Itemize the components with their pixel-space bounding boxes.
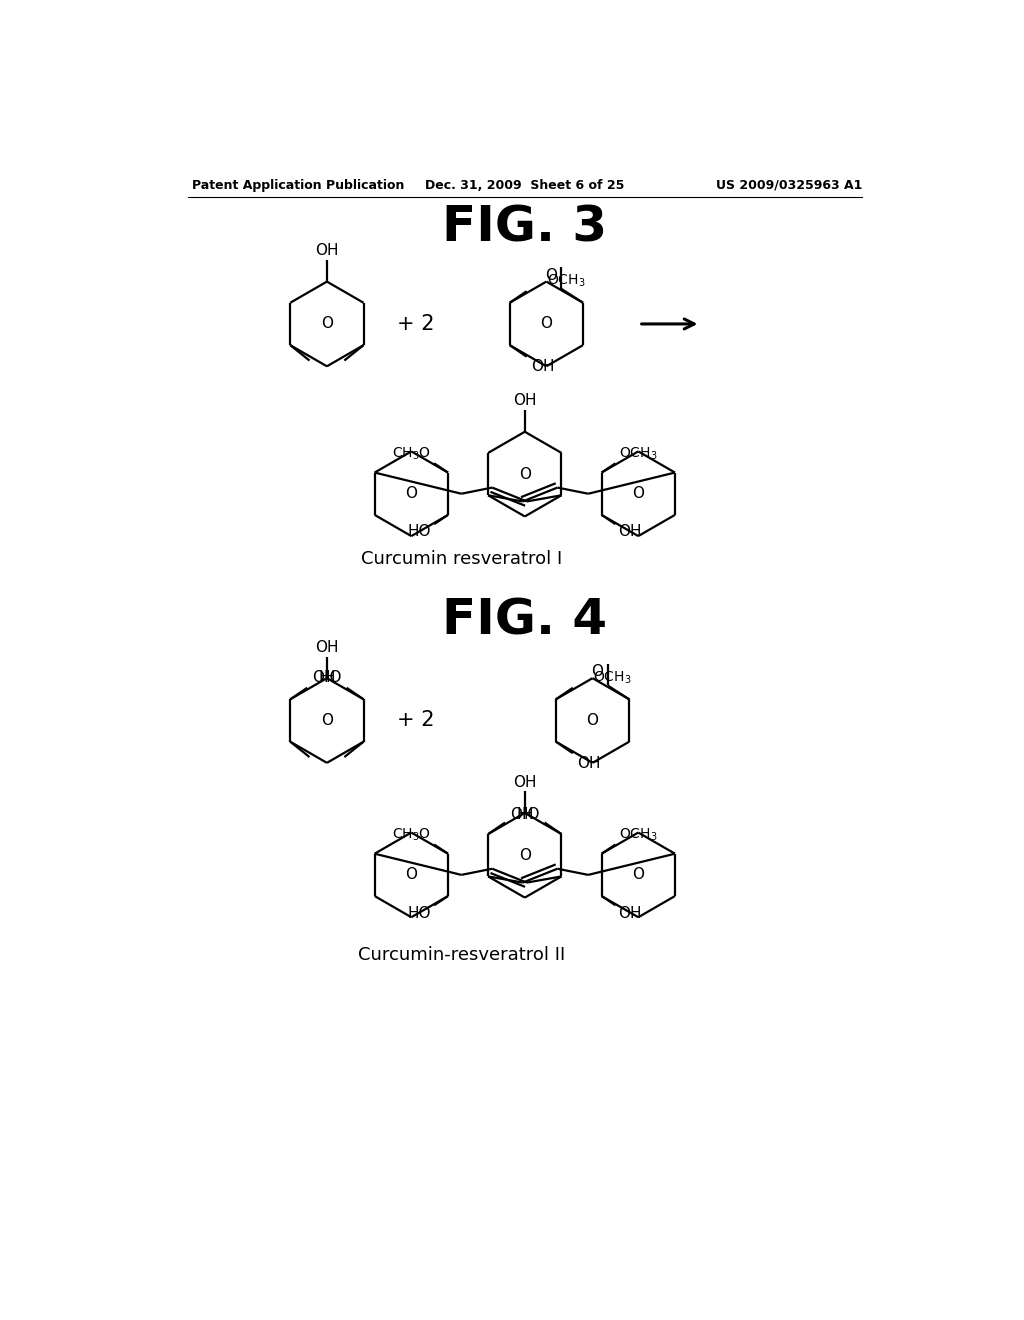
Text: Curcumin-resveratrol II: Curcumin-resveratrol II (358, 946, 565, 965)
Text: OH: OH (513, 393, 537, 408)
Text: OH: OH (531, 359, 555, 374)
Text: OCH$_3$: OCH$_3$ (547, 273, 585, 289)
Text: O: O (545, 268, 557, 282)
Text: OCH$_3$: OCH$_3$ (593, 669, 632, 686)
Text: O: O (632, 867, 644, 882)
Text: O: O (591, 664, 603, 678)
Text: FIG. 4: FIG. 4 (442, 597, 607, 644)
Text: CH$_3$O: CH$_3$O (392, 446, 431, 462)
Text: Dec. 31, 2009  Sheet 6 of 25: Dec. 31, 2009 Sheet 6 of 25 (425, 178, 625, 191)
Text: OCH$_3$: OCH$_3$ (618, 446, 657, 462)
Text: O: O (406, 867, 418, 882)
Text: Curcumin resveratrol I: Curcumin resveratrol I (361, 550, 562, 568)
Text: OH: OH (578, 756, 601, 771)
Text: OH: OH (315, 243, 339, 259)
Text: O: O (519, 466, 530, 482)
Text: US 2009/0325963 A1: US 2009/0325963 A1 (716, 178, 862, 191)
Text: OH: OH (618, 524, 642, 540)
Text: FIG. 3: FIG. 3 (442, 203, 607, 252)
Text: O: O (406, 486, 418, 502)
Text: + 2: + 2 (396, 710, 434, 730)
Text: OH: OH (513, 775, 537, 789)
Text: OH: OH (315, 640, 339, 655)
Text: O: O (519, 847, 530, 863)
Text: HO: HO (516, 807, 540, 821)
Text: CH$_3$O: CH$_3$O (392, 828, 431, 843)
Text: O: O (541, 317, 552, 331)
Text: O: O (587, 713, 599, 729)
Text: HO: HO (408, 906, 431, 920)
Text: OH: OH (510, 807, 534, 821)
Text: O: O (632, 486, 644, 502)
Text: HO: HO (408, 524, 431, 540)
Text: O: O (321, 317, 333, 331)
Text: + 2: + 2 (396, 314, 434, 334)
Text: O: O (321, 713, 333, 729)
Text: HO: HO (318, 671, 342, 685)
Text: OH: OH (311, 671, 335, 685)
Text: OCH$_3$: OCH$_3$ (618, 828, 657, 843)
Text: Patent Application Publication: Patent Application Publication (193, 178, 404, 191)
Text: OH: OH (618, 906, 642, 920)
